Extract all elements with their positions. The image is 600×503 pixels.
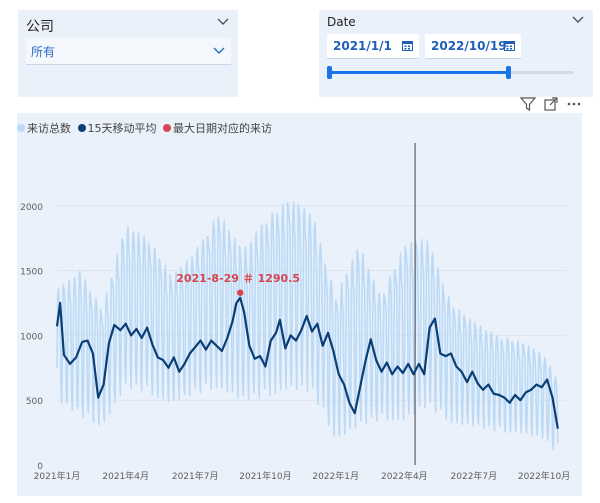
start-date-handle[interactable] bbox=[327, 66, 332, 79]
legend-swatch bbox=[77, 124, 86, 132]
legend-swatch bbox=[163, 124, 171, 132]
moving-average-series-line[interactable] bbox=[55, 296, 559, 429]
y-tick-label: 500 bbox=[26, 397, 43, 407]
date-range-fill bbox=[329, 71, 508, 74]
legend-item-total-visits[interactable]: 来访总数 bbox=[17, 120, 71, 136]
x-tick-label: 2021年10月 bbox=[239, 470, 291, 482]
company-slicer-title: 公司 bbox=[26, 19, 54, 35]
max-date-point[interactable] bbox=[237, 289, 244, 296]
x-tick-label: 2022年10月 bbox=[518, 470, 570, 482]
legend-item-moving-average[interactable]: 15天移动平均 bbox=[77, 120, 157, 136]
y-tick-label: 0 bbox=[37, 462, 43, 472]
legend-label: 来访总数 bbox=[27, 122, 71, 135]
company-slicer: 公司 所有 bbox=[18, 10, 238, 97]
end-date-input[interactable]: 2022/10/19 bbox=[425, 34, 521, 59]
calendar-icon[interactable] bbox=[504, 40, 515, 51]
x-tick-label: 2022年4月 bbox=[381, 470, 428, 482]
end-date-value: 2022/10/19 bbox=[431, 39, 507, 53]
end-date-handle[interactable] bbox=[505, 66, 511, 79]
start-date-input[interactable]: 2021/1/1 bbox=[327, 34, 419, 59]
filter-icon[interactable] bbox=[520, 96, 536, 112]
company-dropdown-value: 所有 bbox=[31, 45, 56, 59]
chevron-down-icon[interactable] bbox=[216, 17, 230, 27]
y-tick-label: 2000 bbox=[20, 203, 43, 213]
visits-line-chart: 来访总数 15天移动平均 最大日期对应的来访 0 500 1000 1500 2000 2… bbox=[17, 113, 582, 496]
chevron-down-icon bbox=[213, 47, 225, 54]
chevron-down-icon[interactable] bbox=[571, 15, 585, 25]
legend-item-max-date[interactable]: 最大日期对应的来访 bbox=[163, 120, 272, 136]
legend-swatch bbox=[17, 124, 25, 132]
x-tick-label: 2022年1月 bbox=[312, 470, 359, 482]
x-tick-label: 2021年7月 bbox=[172, 470, 219, 482]
y-tick-label: 1000 bbox=[20, 332, 43, 342]
legend-label: 15天移动平均 bbox=[87, 122, 157, 135]
chart-legend: 来访总数 15天移动平均 最大日期对应的来访 bbox=[17, 120, 275, 136]
total-visits-series-line[interactable] bbox=[56, 201, 559, 451]
x-tick-label: 2022年7月 bbox=[451, 470, 498, 482]
more-options-icon[interactable] bbox=[566, 96, 582, 112]
start-date-value: 2021/1/1 bbox=[333, 39, 392, 53]
x-tick-label: 2021年1月 bbox=[34, 470, 81, 482]
max-point-label: 2021-8-29 ＃ 1290.5 bbox=[176, 272, 300, 285]
company-dropdown[interactable]: 所有 bbox=[26, 38, 231, 65]
legend-label: 最大日期对应的来访 bbox=[173, 122, 272, 135]
focus-mode-icon[interactable] bbox=[543, 96, 559, 112]
date-slicer-title: Date bbox=[327, 15, 356, 29]
y-tick-label: 1500 bbox=[20, 268, 43, 278]
date-slicer: Date 2021/1/1 2022/10/19 bbox=[319, 10, 593, 97]
chart-plot-area[interactable]: 0 500 1000 1500 2000 2021年1月 2021年4月 2021年7月 202… bbox=[17, 113, 582, 496]
calendar-icon[interactable] bbox=[402, 40, 413, 51]
x-tick-label: 2021年4月 bbox=[102, 470, 149, 482]
date-range-track[interactable] bbox=[329, 71, 574, 74]
